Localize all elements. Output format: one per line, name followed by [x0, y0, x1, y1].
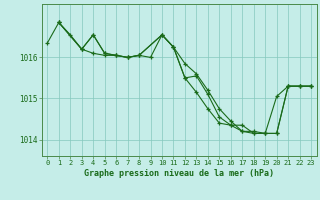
X-axis label: Graphe pression niveau de la mer (hPa): Graphe pression niveau de la mer (hPa) [84, 169, 274, 178]
